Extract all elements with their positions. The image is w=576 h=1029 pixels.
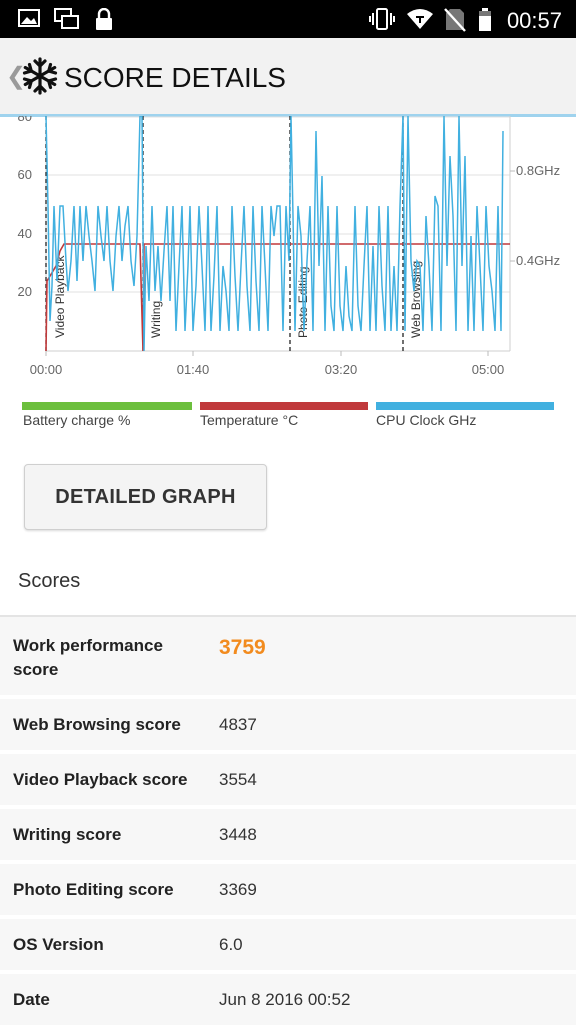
x-tick-label: 05:00: [472, 362, 505, 377]
axis-ticks: [45, 170, 515, 356]
score-value: 3448: [219, 825, 257, 844]
legend-swatch-temperature: [200, 402, 368, 410]
detailed-graph-button[interactable]: DETAILED GRAPH: [24, 464, 267, 530]
snowflake-icon: [20, 56, 60, 101]
score-label: Work performance score: [13, 636, 163, 679]
performance-chart: 80 60 40 20 0.8GHz 0.4GHz 00:00 01:40 03…: [0, 109, 576, 386]
status-bar: 00:57: [0, 0, 576, 38]
vibrate-icon: [368, 8, 396, 35]
scores-table: Work performance score 3759 Web Browsing…: [0, 617, 576, 1029]
chart-legend: Battery charge % Temperature °C CPU Cloc…: [0, 400, 576, 440]
page-title: SCORE DETAILS: [64, 62, 286, 93]
score-label: Date: [13, 990, 50, 1009]
no-sim-icon: [444, 8, 466, 37]
table-row: Web Browsing score 4837: [0, 699, 576, 754]
legend-swatch-battery: [22, 402, 192, 410]
table-row: Date Jun 8 2016 00:52: [0, 974, 576, 1029]
app-bar: ❮ SCORE DETAILS: [0, 38, 576, 117]
legend-label: Battery charge %: [23, 412, 131, 428]
divider: [0, 615, 576, 617]
legend-swatch-cpu-clock: [376, 402, 554, 410]
gridlines: [46, 116, 510, 293]
score-value: 4837: [219, 715, 257, 734]
table-row: OS Version 6.0: [0, 919, 576, 974]
clock: 00:57: [506, 8, 562, 33]
temperature-line: [45, 243, 510, 352]
lock-icon: [94, 7, 114, 35]
right-tick-label: 0.4GHz: [516, 253, 560, 268]
table-row: Photo Editing score 3369: [0, 864, 576, 919]
section-label: Writing: [149, 301, 163, 338]
chart-svg: 80 60 40 20 0.8GHz 0.4GHz 00:00 01:40 03…: [18, 109, 561, 377]
wifi-icon: [406, 8, 434, 35]
x-tick-label: 01:40: [177, 362, 210, 377]
score-value: 6.0: [219, 935, 243, 954]
right-tick-label: 0.8GHz: [516, 163, 560, 178]
battery-icon: [478, 8, 492, 37]
y-tick-label: 40: [18, 226, 32, 241]
x-tick-label: 03:20: [325, 362, 358, 377]
score-value: 3759: [219, 636, 266, 659]
score-label: Web Browsing score: [13, 715, 181, 734]
score-label: Writing score: [13, 825, 122, 844]
legend-label: Temperature °C: [200, 412, 299, 428]
score-value: 3554: [219, 770, 257, 789]
y-tick-label: 80: [18, 116, 32, 124]
legend-label: CPU Clock GHz: [376, 412, 477, 428]
table-row: Writing score 3448: [0, 809, 576, 864]
image-icon: [18, 8, 40, 33]
score-label: Video Playback score: [13, 770, 188, 789]
table-row: Work performance score 3759: [0, 617, 576, 699]
cpu-clock-line: [45, 115, 504, 352]
y-tick-label: 20: [18, 284, 32, 299]
score-value: Jun 8 2016 00:52: [219, 990, 351, 1009]
chevron-left-icon[interactable]: ❮: [6, 63, 27, 90]
y-tick-label: 60: [18, 167, 32, 182]
table-row: Video Playback score 3554: [0, 754, 576, 809]
score-label: OS Version: [13, 935, 104, 954]
score-label: Photo Editing score: [13, 880, 174, 899]
scores-heading: Scores: [18, 570, 81, 592]
score-value: 3369: [219, 880, 257, 899]
multiwindow-icon: [54, 8, 80, 35]
x-tick-label: 00:00: [30, 362, 63, 377]
